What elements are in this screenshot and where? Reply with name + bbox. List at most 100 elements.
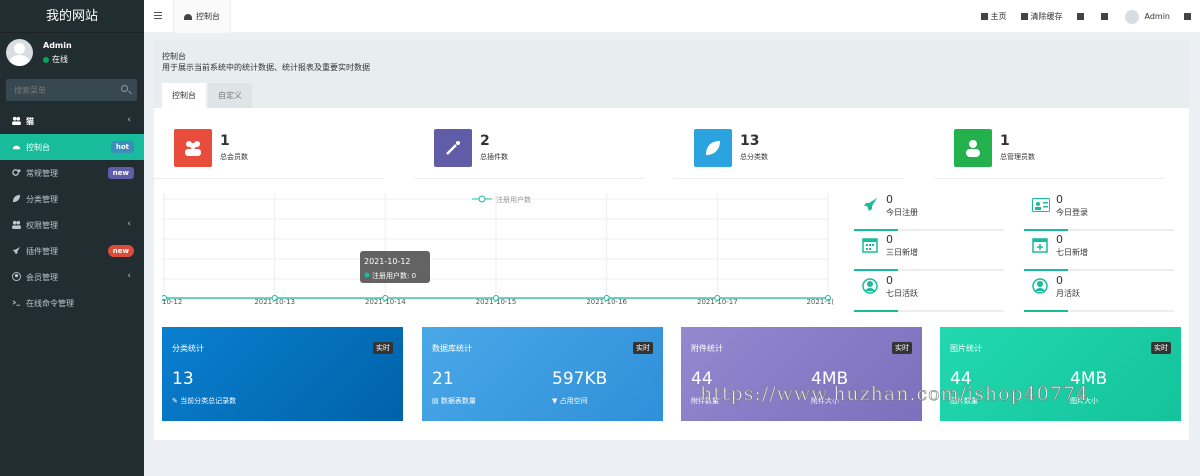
card-label: 附件大小: [811, 397, 839, 405]
data-point: [271, 295, 278, 301]
mini-stat-seven-active: 0 七日活跃: [854, 274, 1004, 312]
stat-icon-box: [954, 129, 992, 167]
card-title: 附件统计: [691, 344, 723, 353]
sidebar-item-members[interactable]: 会员管理 ‹: [0, 264, 144, 290]
card-value: 44: [691, 369, 713, 389]
users-icon: [185, 141, 201, 156]
user-status: 在线: [43, 54, 68, 65]
chevron-left-icon: ‹: [127, 219, 131, 229]
sidebar-item-label: 控制台: [26, 143, 50, 152]
admin-name[interactable]: Admin: [1144, 12, 1171, 21]
data-point: [714, 295, 721, 301]
page-title: 控制台: [162, 52, 186, 61]
home-link[interactable]: 主页: [980, 11, 1007, 22]
search-icon[interactable]: [121, 85, 128, 92]
user-circle-icon: [12, 272, 21, 281]
sidebar-item-command[interactable]: 在线命令管理: [0, 290, 144, 316]
mini-stat-value: 0: [886, 233, 893, 246]
stat-label: 总管理员数: [1000, 153, 1035, 161]
tab-dashboard[interactable]: 控制台: [173, 0, 231, 33]
language-button[interactable]: [1076, 13, 1087, 20]
mini-stat-value: 0: [1056, 233, 1063, 246]
stat-label: 总插件数: [480, 153, 508, 161]
mini-stat-label: 今日登录: [1056, 208, 1088, 217]
legend-label: 注册用户数: [496, 195, 531, 204]
mini-stat-label: 三日新增: [886, 248, 918, 257]
menu-toggle-icon[interactable]: [154, 12, 162, 19]
users-icon: [12, 116, 21, 125]
data-point: [382, 295, 389, 301]
stat-value: 2: [480, 133, 490, 149]
card-title: 数据库统计: [432, 344, 472, 353]
tab-custom[interactable]: 自定义: [208, 83, 252, 108]
registration-chart: 注册用户数 10-12 2021-10-13 2021-10-14 2021-10-15…: [162, 193, 834, 305]
card-attachment-stats: 附件统计 实时 44 附件数量 4MB 附件大小: [681, 327, 922, 421]
tab-console[interactable]: 控制台: [162, 83, 206, 108]
tooltip-box: [360, 251, 430, 283]
stat-categories: 13 总分类数: [674, 129, 904, 179]
mini-stat-bar: [854, 229, 898, 231]
data-point: [603, 295, 610, 301]
x-tick-label: 2021-1(: [806, 298, 834, 305]
realtime-tag: 实时: [373, 342, 393, 354]
avatar[interactable]: [6, 39, 33, 66]
stat-members: 1 总会员数: [154, 129, 384, 179]
sidebar-item-general[interactable]: 常规管理 new: [0, 160, 144, 186]
realtime-tag: 实时: [892, 342, 912, 354]
card-value: 4MB: [1070, 369, 1108, 389]
mini-stat-today-register: 0 今日注册: [854, 193, 1004, 231]
mini-stat-label: 今日注册: [886, 208, 918, 217]
card-value: 13: [172, 369, 194, 389]
mini-stat-label: 月活跃: [1056, 289, 1080, 298]
tooltip-title: 2021-10-12: [364, 257, 411, 266]
card-title: 分类统计: [172, 344, 204, 353]
search-input[interactable]: [6, 79, 111, 101]
mini-stat-label: 七日新增: [1056, 248, 1088, 257]
sidebar-item-plugins[interactable]: 插件管理 new: [0, 238, 144, 264]
sidebar-item-label: 在线命令管理: [26, 299, 74, 308]
home-icon: [980, 13, 988, 20]
top-header: 控制台 主页 清除缓存 Admin: [144, 0, 1200, 33]
mini-stat-value: 0: [886, 274, 893, 287]
sidebar-item-cat[interactable]: 猫 ‹: [0, 108, 144, 134]
user-panel: Admin 在线: [0, 33, 144, 71]
fullscreen-icon: [1100, 13, 1108, 20]
site-logo[interactable]: 我的网站: [0, 0, 144, 33]
sidebar-item-label: 分类管理: [26, 195, 58, 204]
pencil-icon: ✎: [172, 397, 181, 405]
chevron-left-icon: ‹: [127, 271, 131, 281]
header-actions: 主页 清除缓存 Admin: [980, 0, 1200, 33]
dashboard-icon: [12, 145, 21, 150]
stat-plugins: 2 总插件数: [414, 129, 644, 179]
mini-stat-bar: [1024, 269, 1068, 271]
stat-value: 1: [220, 133, 230, 149]
calendar-plus-icon: [1032, 238, 1048, 253]
card-image-stats: 图片统计 实时 44 图片数量 4MB 图片大小: [940, 327, 1181, 421]
fullscreen-button[interactable]: [1100, 13, 1111, 20]
page-header: [154, 40, 1189, 108]
sidebar-item-category[interactable]: 分类管理: [0, 186, 144, 212]
sidebar-item-auth[interactable]: 权限管理 ‹: [0, 212, 144, 238]
stat-admins: 1 总管理员数: [934, 129, 1164, 179]
stat-label: 总会员数: [220, 153, 248, 161]
card-title: 图片统计: [950, 344, 982, 353]
watermark-text: https://www.huzhan.com/ishop40774: [700, 383, 1090, 406]
data-point: [825, 295, 831, 301]
online-dot-icon: [43, 56, 49, 63]
card-category-stats: 分类统计 实时 13 ✎ 当前分类总记录数: [162, 327, 403, 421]
tooltip-line: 注册用户数: 0: [372, 271, 416, 280]
sidebar-item-label: 猫: [26, 117, 34, 126]
filter-icon: ▼: [552, 397, 560, 405]
admin-avatar[interactable]: [1124, 9, 1139, 24]
sidebar-item-dashboard[interactable]: 控制台 hot: [0, 134, 144, 160]
stat-icon-box: [694, 129, 732, 167]
settings-button[interactable]: [1184, 13, 1194, 20]
card-database-stats: 数据库统计 实时 21 ▤ 数据表数量 597KB ▼ 占用空间: [422, 327, 663, 421]
data-point: [493, 295, 499, 301]
realtime-tag: 实时: [633, 342, 653, 354]
cogs-icon: [12, 169, 21, 176]
clear-cache-link[interactable]: 清除缓存: [1020, 11, 1063, 22]
terminal-icon: [12, 300, 21, 306]
mini-stat-value: 0: [1056, 274, 1063, 287]
chevron-left-icon: ‹: [127, 115, 131, 125]
